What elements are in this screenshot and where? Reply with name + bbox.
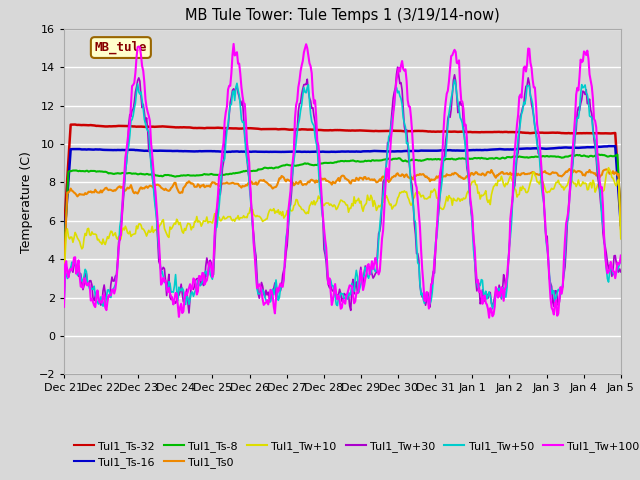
- Title: MB Tule Tower: Tule Temps 1 (3/19/14-now): MB Tule Tower: Tule Temps 1 (3/19/14-now…: [185, 9, 500, 24]
- Legend: Tul1_Ts-32, Tul1_Ts-16, Tul1_Ts-8, Tul1_Ts0, Tul1_Tw+10, Tul1_Tw+30, Tul1_Tw+50,: Tul1_Ts-32, Tul1_Ts-16, Tul1_Ts-8, Tul1_…: [70, 436, 640, 472]
- Text: MB_tule: MB_tule: [95, 41, 147, 54]
- Y-axis label: Temperature (C): Temperature (C): [20, 151, 33, 252]
